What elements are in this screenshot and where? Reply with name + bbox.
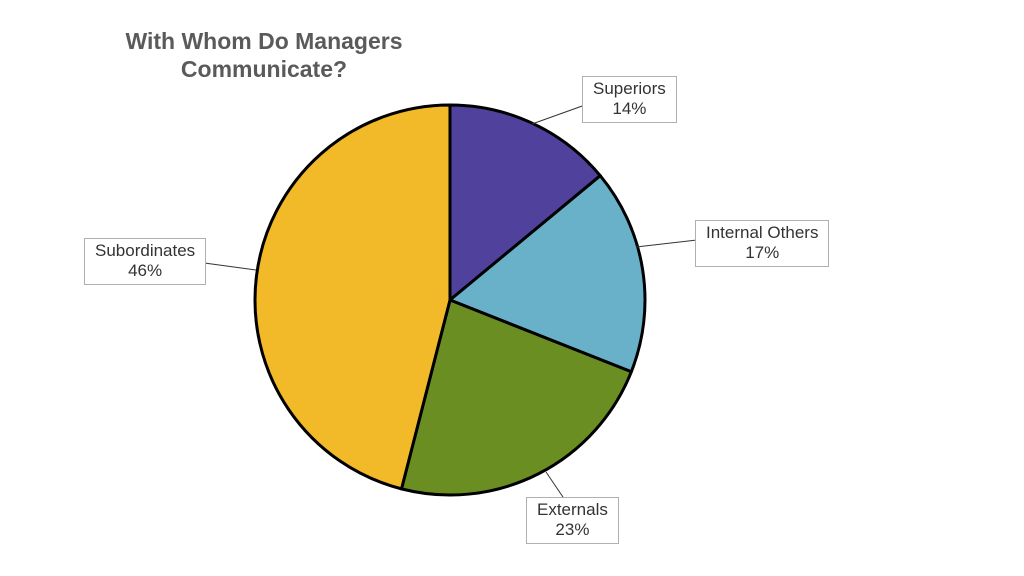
slice-label-internal-others: Internal Others 17% [695,220,829,267]
slice-label-text: Subordinates [95,241,195,260]
slice-label-text: Internal Others [706,223,818,242]
slice-label-percent: 23% [537,520,608,540]
slice-label-text: Externals [537,500,608,519]
slice-label-percent: 46% [95,261,195,281]
slice-label-percent: 14% [593,99,666,119]
slice-label-text: Superiors [593,79,666,98]
pie-chart [0,0,1024,576]
leader-line [532,105,585,124]
slice-label-subordinates: Subordinates 46% [84,238,206,285]
slice-label-percent: 17% [706,243,818,263]
leader-line [546,472,565,500]
slice-label-superiors: Superiors 14% [582,76,677,123]
leader-line [636,240,697,247]
slice-label-externals: Externals 23% [526,497,619,544]
